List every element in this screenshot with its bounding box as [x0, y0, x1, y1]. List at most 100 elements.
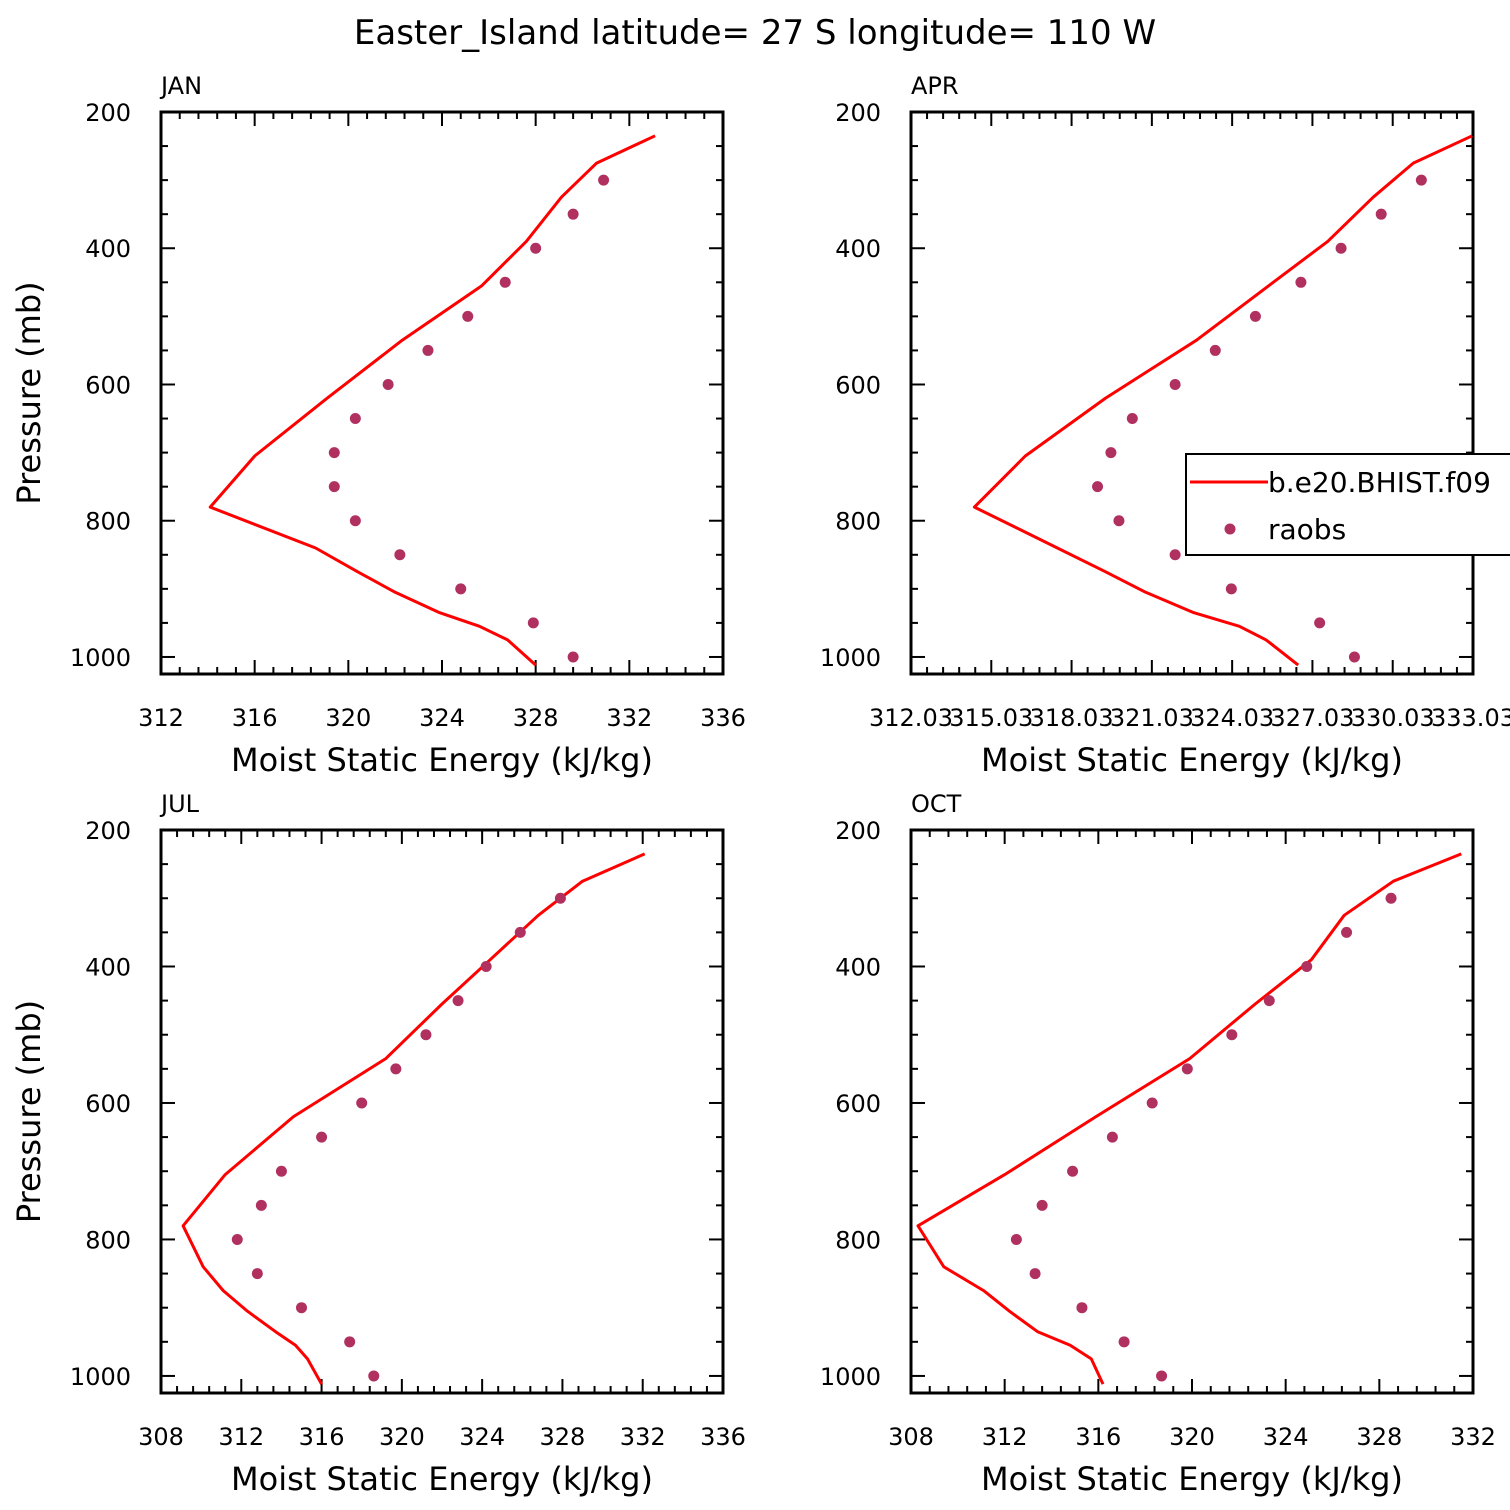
y-tick-label: 1000: [820, 644, 881, 672]
x-tick-label: 312: [982, 1423, 1028, 1451]
raobs-point: [328, 481, 340, 493]
raobs-point: [394, 549, 406, 561]
raobs-point: [1295, 276, 1307, 288]
raobs-point: [1226, 1029, 1238, 1041]
y-tick-label: 800: [835, 1226, 881, 1254]
plot-frame: [909, 828, 1475, 1395]
raobs-point: [349, 515, 361, 527]
y-tick-label: 1000: [70, 1363, 131, 1391]
raobs-point: [368, 1370, 380, 1382]
raobs-point: [1415, 174, 1427, 186]
raobs-point: [1067, 1165, 1079, 1177]
raobs-point: [1341, 926, 1353, 938]
raobs-point: [1249, 310, 1261, 322]
raobs-point: [499, 276, 511, 288]
panel-title: JAN: [159, 72, 202, 100]
x-tick-label: 308: [138, 1423, 184, 1451]
x-tick-label: 316: [1075, 1423, 1121, 1451]
raobs-point: [480, 960, 492, 972]
raobs-point: [275, 1165, 287, 1177]
x-tick-label: 320: [1169, 1423, 1215, 1451]
model-profile-line: [181, 852, 646, 1385]
legend-obs-label: raobs: [1268, 513, 1346, 546]
x-tick-label: 320: [325, 704, 371, 732]
raobs-point: [1113, 515, 1125, 527]
x-tick-label: 330.03: [1351, 704, 1435, 732]
x-tick-label: 332: [620, 1423, 666, 1451]
x-tick-label: 336: [700, 1423, 746, 1451]
y-tick-label: 200: [835, 817, 881, 845]
x-tick-label: 327.03: [1270, 704, 1354, 732]
x-tick-label: 308: [888, 1423, 934, 1451]
x-tick-label: 316: [299, 1423, 345, 1451]
x-tick-label: 332: [1450, 1423, 1496, 1451]
raobs-point: [356, 1097, 368, 1109]
raobs-point: [1181, 1063, 1193, 1075]
figure-title: Easter_Island latitude= 27 S longitude= …: [354, 13, 1156, 53]
y-tick-label: 200: [85, 99, 131, 127]
x-tick-label: 324: [419, 704, 465, 732]
x-tick-label: 332: [606, 704, 652, 732]
x-tick-label: 328: [1356, 1423, 1402, 1451]
raobs-point: [296, 1302, 307, 1314]
model-profile-line: [916, 852, 1462, 1385]
raobs-point: [420, 1029, 432, 1041]
y-tick-label: 600: [85, 1090, 131, 1118]
plot-frame: [159, 828, 725, 1395]
y-tick-label: 800: [835, 508, 881, 536]
raobs-point: [1375, 208, 1387, 220]
y-axis-label: Pressure (mb): [10, 1000, 48, 1223]
raobs-point: [1156, 1370, 1168, 1382]
x-tick-label: 336: [700, 704, 746, 732]
raobs-point: [1314, 617, 1326, 629]
x-tick-label: 324.03: [1190, 704, 1274, 732]
y-tick-label: 600: [835, 1090, 881, 1118]
raobs-point: [344, 1336, 356, 1348]
y-axis-label: Pressure (mb): [10, 281, 48, 504]
y-tick-label: 800: [85, 1226, 131, 1254]
raobs-point: [1076, 1302, 1088, 1314]
raobs-point: [1209, 344, 1221, 356]
plot-frame: [159, 110, 725, 676]
raobs-point: [1169, 378, 1181, 390]
raobs-point: [255, 1199, 267, 1211]
raobs-point: [1385, 892, 1397, 904]
x-tick-label: 324: [459, 1423, 505, 1451]
legend-model-label: b.e20.BHIST.f09: [1268, 466, 1491, 499]
x-tick-label: 324: [1263, 1423, 1309, 1451]
x-tick-label: 312: [138, 704, 184, 732]
x-axis-label: Moist Static Energy (kJ/kg): [231, 1460, 653, 1498]
plot-frame: [909, 110, 1475, 676]
raobs-point: [328, 447, 340, 459]
raobs-point: [316, 1131, 328, 1143]
panel-title: OCT: [911, 790, 962, 818]
raobs-point: [554, 892, 566, 904]
raobs-point: [422, 344, 434, 356]
x-axis-label: Moist Static Energy (kJ/kg): [231, 741, 653, 779]
y-tick-label: 1000: [70, 644, 131, 672]
raobs-point: [527, 617, 539, 629]
y-tick-label: 200: [85, 817, 131, 845]
raobs-point: [462, 310, 474, 322]
x-tick-label: 316: [232, 704, 278, 732]
raobs-point: [1010, 1233, 1022, 1245]
raobs-point: [1335, 242, 1347, 254]
y-tick-label: 600: [835, 371, 881, 399]
x-tick-label: 321.03: [1110, 704, 1194, 732]
x-tick-label: 312: [218, 1423, 264, 1451]
raobs-point: [382, 378, 394, 390]
panel-title: JUL: [159, 790, 200, 818]
raobs-point: [567, 208, 579, 220]
raobs-point: [1105, 447, 1117, 459]
raobs-point: [1106, 1131, 1118, 1143]
raobs-point: [455, 583, 467, 595]
panel-jan: JAN 200 400 600 800 1000 312 316 320 324 328 332 336…: [10, 72, 746, 779]
raobs-point: [1301, 960, 1313, 972]
raobs-point: [251, 1268, 263, 1280]
legend-point-swatch: [1224, 523, 1236, 535]
y-tick-label: 600: [85, 371, 131, 399]
raobs-point: [598, 174, 610, 186]
y-tick-label: 1000: [820, 1363, 881, 1391]
raobs-point: [1263, 995, 1275, 1007]
